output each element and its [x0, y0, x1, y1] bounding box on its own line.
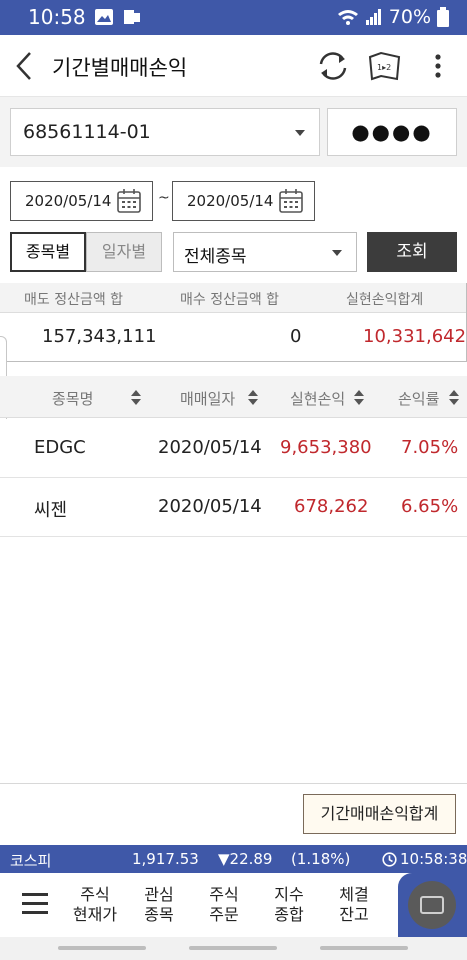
ticker-index-value: 1,917.53: [132, 850, 199, 868]
column-header-date[interactable]: 매매일자: [180, 390, 236, 408]
footer-actions: 기간매매손익합계: [0, 783, 467, 845]
divider: [0, 361, 467, 362]
more-options-icon[interactable]: [420, 49, 456, 83]
system-navigation-bar: [0, 937, 467, 960]
summary-header-sell: 매도 정산금액 합: [24, 292, 124, 308]
end-date-field[interactable]: 2020/05/14: [172, 181, 315, 221]
stock-type-value: 전체종목: [184, 247, 247, 267]
back-arrow-icon[interactable]: [14, 51, 36, 81]
image-icon: [95, 9, 113, 25]
notification-icon: [124, 10, 140, 24]
nav-item-watchlist[interactable]: 관심 종목: [129, 885, 189, 925]
column-header-rate[interactable]: 손익률: [398, 390, 440, 408]
refresh-icon[interactable]: [315, 49, 351, 83]
summary-header-realized: 실현손익합계: [346, 292, 424, 308]
summary-sell-total: 157,343,111: [42, 326, 157, 347]
nav-label-line2: 잔고: [339, 905, 369, 924]
nav-label-line1: 주식: [80, 885, 110, 904]
end-date-value: 2020/05/14: [187, 192, 274, 210]
row-pnl-rate: 7.05%: [401, 437, 459, 458]
ticker-index-name: 코스피: [10, 852, 52, 870]
system-nav-home[interactable]: [189, 946, 277, 950]
chevron-down-icon: [332, 250, 342, 256]
app-header: 기간별매매손익 1▸2: [0, 35, 467, 97]
menu-icon[interactable]: [22, 893, 48, 915]
nav-label-line1: 지수: [274, 885, 304, 904]
sort-icon[interactable]: [449, 390, 459, 406]
tab-by-stock[interactable]: 종목별: [10, 232, 86, 272]
nav-item-stock-order[interactable]: 주식 주문: [194, 885, 254, 925]
summary-buy-total: 0: [290, 326, 302, 347]
column-header-name[interactable]: 종목명: [52, 390, 94, 408]
sort-icon[interactable]: [248, 390, 258, 406]
table-row[interactable]: 씨젠 2020/05/14 678,262 6.65%: [0, 478, 467, 537]
ticker-time: 10:58:38: [400, 850, 467, 868]
period-pnl-summary-button[interactable]: 기간매매손익합계: [303, 794, 456, 834]
nav-label-line2: 주문: [209, 905, 239, 924]
account-row: 68561114-01 ●●●●: [0, 97, 467, 167]
nav-label-line2: 현재가: [72, 905, 118, 924]
column-header-pnl[interactable]: 실현손익: [290, 390, 346, 408]
start-date-value: 2020/05/14: [25, 192, 112, 210]
password-mask: ●●●●: [351, 120, 433, 144]
sort-icon[interactable]: [131, 390, 141, 406]
row-stock-name: EDGC: [34, 437, 86, 458]
ticker-change-percent: (1.18%): [291, 850, 351, 868]
start-date-field[interactable]: 2020/05/14: [10, 181, 153, 221]
ticker-change: ▼22.89: [218, 850, 273, 868]
row-pnl-rate: 6.65%: [401, 496, 459, 517]
table-row[interactable]: EDGC 2020/05/14 9,653,380 7.05%: [0, 419, 467, 478]
card-icon[interactable]: [408, 881, 456, 929]
query-button[interactable]: 조회: [367, 232, 457, 272]
summary-header: 매도 정산금액 합 매수 정산금액 합 실현손익합계: [0, 283, 467, 313]
status-bar: 10:58 70%: [0, 0, 467, 35]
index-ticker[interactable]: 코스피 1,917.53 ▼22.89 (1.18%) 10:58:38: [0, 845, 467, 873]
notification-icons: [94, 8, 142, 26]
nav-label-line1: 주식: [209, 885, 239, 904]
system-nav-back[interactable]: [320, 946, 408, 950]
floating-action-button[interactable]: [398, 873, 467, 937]
bottom-navigation: 주식 현재가 관심 종목 주식 주문 지수 종합 체결 잔고: [0, 873, 467, 937]
nav-item-balance[interactable]: 체결 잔고: [324, 885, 384, 925]
chevron-down-icon: [295, 130, 305, 136]
svg-text:1▸2: 1▸2: [377, 63, 391, 72]
page-title: 기간별매매손익: [52, 56, 188, 80]
account-select[interactable]: 68561114-01: [10, 108, 320, 156]
signal-icon: [365, 9, 381, 25]
row-realized-pnl: 678,262: [294, 496, 369, 517]
nav-item-index-overview[interactable]: 지수 종합: [259, 885, 319, 925]
tab-by-date[interactable]: 일자별: [86, 232, 162, 272]
battery-percent: 70%: [388, 6, 431, 28]
summary-header-buy: 매수 정산금액 합: [180, 292, 280, 308]
calendar-icon[interactable]: [278, 188, 304, 214]
battery-icon: [437, 7, 449, 27]
row-trade-date: 2020/05/14: [158, 496, 262, 517]
nav-label-line1: 체결: [339, 885, 369, 904]
nav-item-stock-price[interactable]: 주식 현재가: [65, 885, 125, 925]
one-plus-two-icon[interactable]: 1▸2: [367, 49, 403, 83]
row-realized-pnl: 9,653,380: [280, 437, 372, 458]
nav-label-line2: 종합: [274, 905, 304, 924]
sort-icon[interactable]: [354, 390, 364, 406]
date-separator: ~: [158, 190, 170, 206]
summary-panel: 매도 정산금액 합 매수 정산금액 합 실현손익합계 157,343,111 0…: [0, 283, 467, 362]
clock-icon: [382, 852, 397, 867]
status-time: 10:58: [28, 5, 86, 29]
table-header: 종목명 매매일자 실현손익 손익률: [0, 376, 467, 418]
account-number: 68561114-01: [23, 121, 151, 143]
row-trade-date: 2020/05/14: [158, 437, 262, 458]
system-nav-recents[interactable]: [58, 946, 146, 950]
calendar-icon[interactable]: [116, 188, 142, 214]
summary-realized-total: 10,331,642: [363, 326, 467, 347]
wifi-icon: [337, 10, 358, 25]
row-stock-name: 씨젠: [34, 500, 68, 521]
nav-label-line2: 종목: [144, 905, 174, 924]
nav-label-line1: 관심: [144, 885, 174, 904]
password-field[interactable]: ●●●●: [327, 108, 457, 156]
stock-type-select[interactable]: 전체종목: [173, 232, 357, 272]
